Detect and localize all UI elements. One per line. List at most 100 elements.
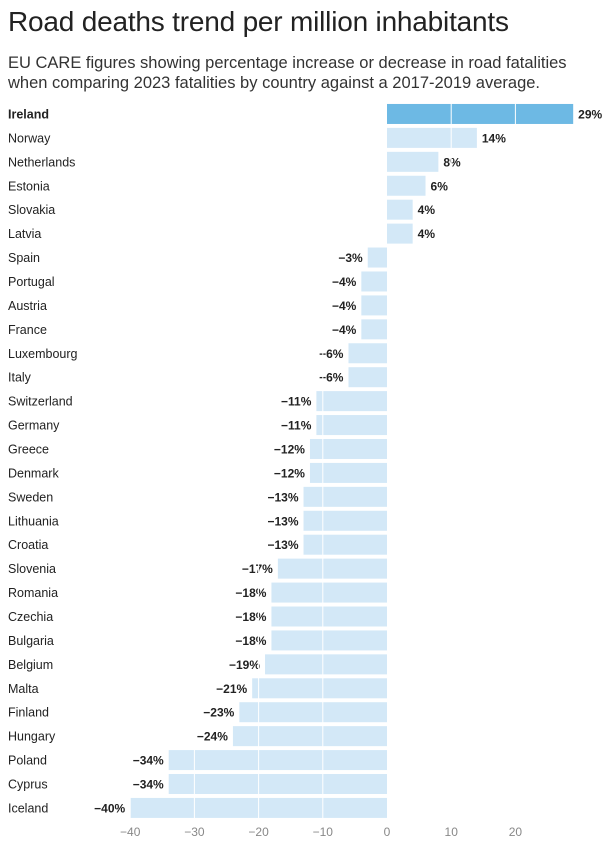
- value-label: −4%: [332, 299, 357, 313]
- value-label: −40%: [94, 801, 125, 815]
- value-label: −4%: [332, 323, 357, 337]
- bar-austria: [361, 295, 387, 316]
- bar-luxembourg: [348, 343, 387, 364]
- bar-germany: [316, 415, 387, 436]
- value-label: −13%: [268, 514, 299, 528]
- chart-title: Road deaths trend per million inhabitant…: [8, 6, 509, 37]
- category-label: Lithuania: [8, 514, 59, 528]
- category-label: Latvia: [8, 227, 41, 241]
- bar-denmark: [309, 462, 387, 483]
- value-label: 14%: [482, 131, 506, 145]
- value-label: −18%: [235, 610, 266, 624]
- bar-czechia: [271, 606, 387, 627]
- category-label: Italy: [8, 371, 32, 385]
- value-label: −4%: [332, 275, 357, 289]
- bar-ireland: [387, 103, 574, 124]
- x-tick-label: −10: [313, 825, 334, 839]
- value-label: 8%: [443, 155, 461, 169]
- category-label: Greece: [8, 442, 49, 456]
- x-tick-label: 0: [384, 825, 391, 839]
- category-label: Belgium: [8, 658, 53, 672]
- bar-poland: [168, 750, 387, 771]
- value-label: 4%: [418, 227, 436, 241]
- x-tick-label: −20: [248, 825, 269, 839]
- value-label: −23%: [203, 706, 234, 720]
- bar-greece: [309, 438, 387, 459]
- value-label: −24%: [197, 730, 228, 744]
- bar-portugal: [361, 271, 387, 292]
- bar-slovakia: [387, 199, 413, 220]
- bar-bulgaria: [271, 630, 387, 651]
- value-label: −12%: [274, 466, 305, 480]
- category-label: Czechia: [8, 610, 53, 624]
- value-label: −12%: [274, 442, 305, 456]
- category-label: Switzerland: [8, 395, 73, 409]
- value-label: −3%: [338, 251, 363, 265]
- category-label: Germany: [8, 419, 60, 433]
- category-label: Malta: [8, 682, 39, 696]
- value-label: −13%: [268, 538, 299, 552]
- bars-layer: [130, 103, 574, 818]
- bar-estonia: [387, 175, 426, 196]
- category-label: Sweden: [8, 490, 53, 504]
- category-label: Norway: [8, 131, 51, 145]
- bar-slovenia: [277, 558, 387, 579]
- value-label: −17%: [242, 562, 273, 576]
- bar-lithuania: [303, 510, 387, 531]
- value-label: 6%: [431, 179, 449, 193]
- bar-croatia: [303, 534, 387, 555]
- value-label: −18%: [235, 586, 266, 600]
- category-label: Poland: [8, 754, 47, 768]
- x-tick-label: −30: [184, 825, 205, 839]
- category-label: Austria: [8, 299, 47, 313]
- bar-switzerland: [316, 391, 387, 412]
- bar-malta: [252, 678, 387, 699]
- value-label: −34%: [133, 778, 164, 792]
- x-tick-label: 20: [509, 825, 523, 839]
- bar-norway: [387, 127, 477, 148]
- category-label: Luxembourg: [8, 347, 78, 361]
- bar-latvia: [387, 223, 413, 244]
- category-label: Romania: [8, 586, 58, 600]
- category-label: Slovakia: [8, 203, 55, 217]
- value-label: −13%: [268, 490, 299, 504]
- value-label: 29%: [578, 107, 602, 121]
- category-label: Portugal: [8, 275, 55, 289]
- value-label: −6%: [319, 347, 344, 361]
- category-label: Slovenia: [8, 562, 56, 576]
- category-label: Croatia: [8, 538, 48, 552]
- value-label: −11%: [281, 395, 312, 409]
- bar-romania: [271, 582, 387, 603]
- value-label: −6%: [319, 371, 344, 385]
- category-label: Finland: [8, 706, 49, 720]
- value-label: −34%: [133, 754, 164, 768]
- category-label: Netherlands: [8, 155, 75, 169]
- x-tick-label: 10: [445, 825, 459, 839]
- value-label: −18%: [235, 634, 266, 648]
- bar-sweden: [303, 486, 387, 507]
- category-label: Bulgaria: [8, 634, 54, 648]
- bar-hungary: [232, 726, 387, 747]
- bar-italy: [348, 367, 387, 388]
- bar-france: [361, 319, 387, 340]
- category-label: France: [8, 323, 47, 337]
- category-label: Iceland: [8, 801, 48, 815]
- category-label: Denmark: [8, 466, 59, 480]
- category-label: Spain: [8, 251, 40, 265]
- chart-subtitle: EU CARE figures showing percentage incre…: [8, 54, 567, 92]
- value-label: 4%: [418, 203, 436, 217]
- bar-spain: [367, 247, 387, 268]
- bar-belgium: [265, 654, 387, 675]
- category-label: Hungary: [8, 730, 56, 744]
- bar-netherlands: [387, 151, 439, 172]
- value-label: −19%: [229, 658, 260, 672]
- category-label: Ireland: [8, 107, 49, 121]
- x-tick-label: −40: [120, 825, 141, 839]
- value-label: −21%: [216, 682, 247, 696]
- bar-cyprus: [168, 774, 387, 795]
- category-label: Cyprus: [8, 778, 48, 792]
- value-label: −11%: [281, 419, 312, 433]
- bar-finland: [239, 702, 387, 723]
- category-label: Estonia: [8, 179, 50, 193]
